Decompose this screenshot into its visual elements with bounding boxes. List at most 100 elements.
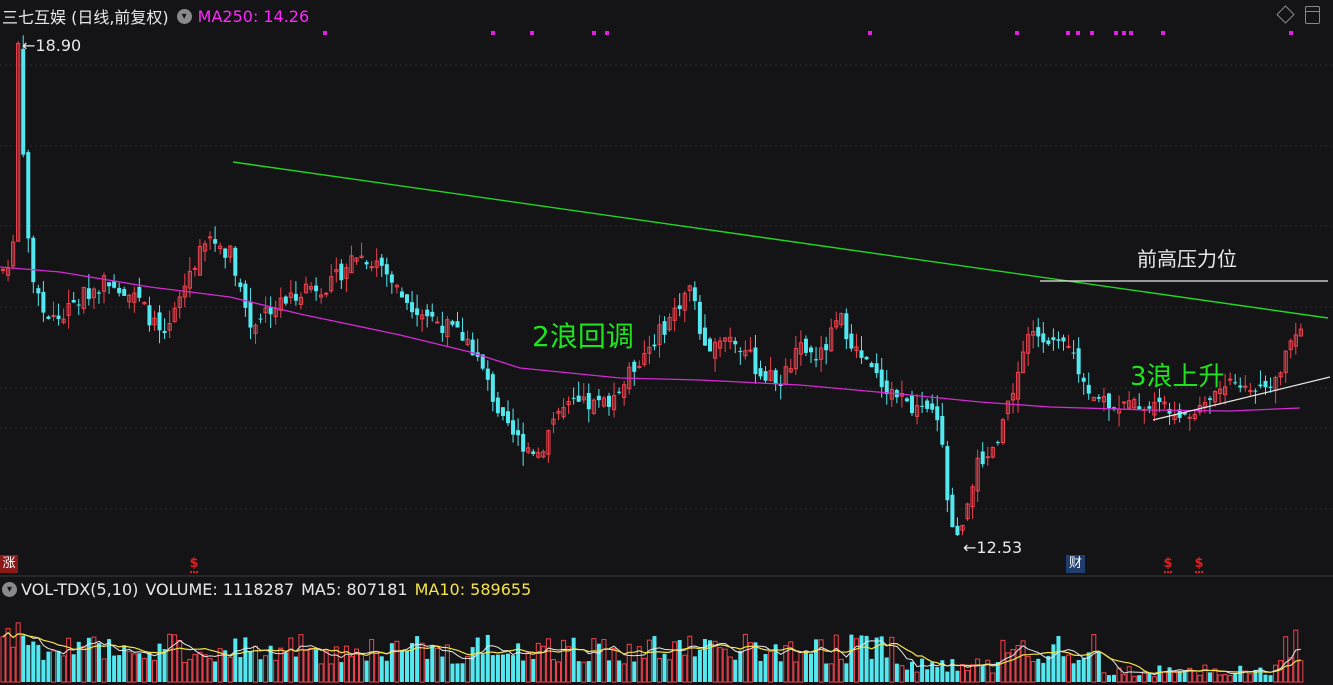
- candle-body: [81, 286, 86, 309]
- volume-bar: [894, 663, 899, 682]
- volume-bar: [167, 633, 173, 683]
- candle-body: [869, 363, 874, 368]
- volume-bar: [556, 661, 561, 683]
- candle: [920, 391, 925, 414]
- volume-bar: [793, 661, 799, 683]
- candle: [303, 276, 309, 294]
- candle-body: [824, 344, 829, 351]
- candle: [652, 334, 657, 351]
- volume-bar: [21, 635, 26, 682]
- candle: [46, 315, 51, 320]
- volume-bar: [1192, 670, 1198, 683]
- volume-bar: [864, 635, 869, 682]
- candle: [546, 429, 551, 463]
- volume-bar: [1283, 636, 1289, 683]
- cai-badge[interactable]: 财: [1066, 555, 1085, 573]
- volume-bar: [288, 637, 294, 683]
- candle-body: [167, 323, 172, 331]
- candle: [460, 317, 465, 341]
- candle: [809, 345, 813, 364]
- candle: [202, 240, 208, 262]
- grid-lines: [0, 64, 1333, 577]
- candle-body: [268, 306, 273, 315]
- candle-body: [985, 456, 990, 459]
- candle-body: [576, 395, 581, 402]
- volume-bar: [359, 652, 365, 683]
- candle-body: [809, 347, 813, 353]
- candle: [485, 360, 490, 391]
- candle-body: [207, 236, 213, 239]
- candle: [798, 330, 803, 366]
- window-icon[interactable]: [1305, 6, 1320, 24]
- volume-bar: [308, 647, 314, 683]
- volume-bar: [874, 637, 879, 682]
- candle: [101, 272, 107, 304]
- candle: [839, 312, 844, 328]
- candle-body: [798, 342, 803, 355]
- candle-body: [137, 286, 142, 298]
- volume-bar: [814, 639, 819, 682]
- candle: [1051, 328, 1056, 351]
- candle-body: [495, 397, 500, 414]
- candle: [1248, 382, 1253, 397]
- volume-bar: [1273, 664, 1279, 683]
- candle-body: [71, 299, 76, 303]
- volume-bar: [1106, 675, 1111, 682]
- candle: [26, 149, 31, 253]
- volume-bar: [692, 656, 697, 682]
- candle: [1000, 417, 1005, 446]
- candle: [793, 335, 798, 375]
- chevron-down-icon[interactable]: ▾: [2, 581, 17, 597]
- candle-body: [652, 344, 657, 347]
- s-marker[interactable]: $: [189, 556, 199, 573]
- volume-bar: [253, 645, 258, 683]
- candle-body: [1263, 380, 1268, 388]
- candle-body: [455, 321, 460, 328]
- candle: [233, 245, 238, 287]
- volume-bar: [980, 665, 985, 682]
- candle-body: [1046, 340, 1051, 345]
- candle: [1010, 383, 1016, 414]
- volume-bar: [1293, 629, 1299, 683]
- volume-bar: [621, 663, 627, 683]
- volume-bar: [1112, 674, 1116, 682]
- candle-body: [1152, 401, 1157, 416]
- candle: [516, 418, 521, 446]
- volume-bar: [243, 637, 248, 682]
- volume-bar: [742, 633, 748, 683]
- volume-bar: [1298, 660, 1304, 683]
- candle-body: [526, 447, 531, 453]
- candle: [849, 324, 854, 352]
- volume-bar: [970, 664, 976, 683]
- volume-bar: [1207, 672, 1212, 682]
- volume-bar: [1242, 670, 1248, 683]
- volume-bar: [430, 645, 435, 682]
- candle: [829, 318, 834, 352]
- candle: [743, 340, 748, 360]
- candle: [324, 291, 329, 298]
- candle: [536, 447, 541, 459]
- candle: [389, 271, 394, 294]
- candle-body: [773, 370, 778, 385]
- volume-bar: [369, 638, 375, 683]
- volume-bar: [607, 660, 611, 682]
- candle-body: [975, 457, 980, 492]
- zhang-badge[interactable]: 涨: [0, 555, 18, 573]
- candle-body: [238, 282, 243, 287]
- volume-bars: [0, 622, 1304, 683]
- candle-body: [86, 288, 91, 299]
- candle-body: [405, 294, 409, 303]
- candle: [1026, 326, 1031, 366]
- chevron-down-icon[interactable]: ▾: [176, 8, 192, 24]
- candle-body: [248, 301, 253, 328]
- candle-body: [485, 368, 490, 380]
- volume-bar: [157, 643, 162, 682]
- volume-bar: [298, 634, 304, 683]
- candle-body: [243, 283, 248, 308]
- candle-body: [596, 395, 601, 401]
- candle-body: [1071, 352, 1076, 354]
- s-marker[interactable]: $: [1194, 556, 1204, 573]
- volume-bar: [415, 636, 420, 682]
- s-marker[interactable]: $: [1163, 556, 1173, 573]
